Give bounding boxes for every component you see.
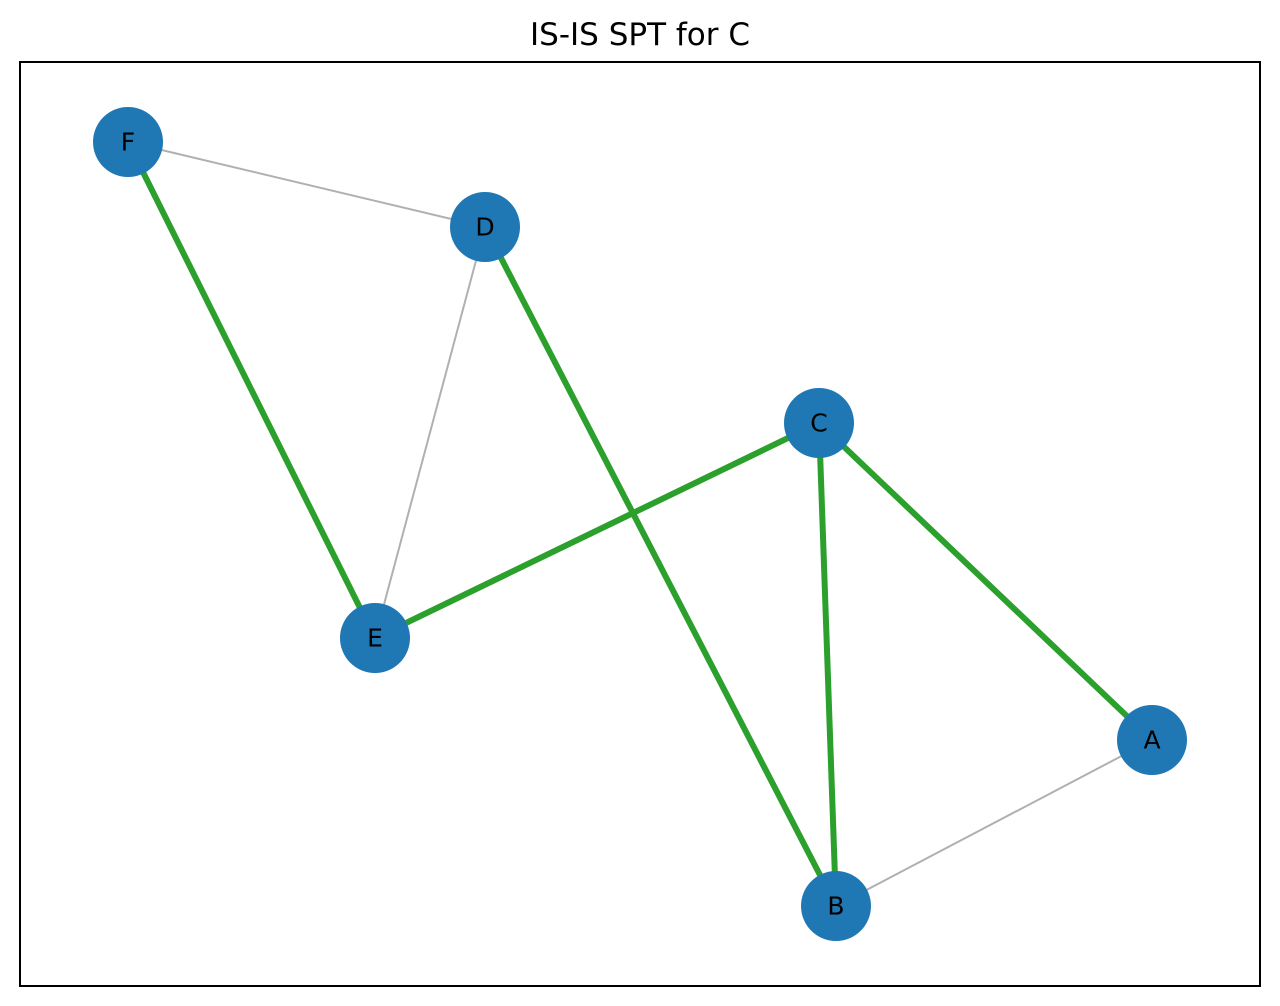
node-F: F	[93, 107, 163, 177]
node-D: D	[450, 192, 520, 262]
node-circle-B	[801, 871, 871, 941]
edge-A-B	[835, 739, 1153, 907]
node-label-E: E	[367, 624, 383, 653]
node-label-F: F	[121, 128, 135, 157]
spt-edge-C-E	[372, 420, 822, 641]
edge-F-D	[127, 141, 486, 228]
node-C: C	[784, 388, 854, 458]
edge-D-E	[374, 226, 486, 639]
node-circle-D	[450, 192, 520, 262]
node-circle-C	[784, 388, 854, 458]
node-circle-A	[1117, 705, 1187, 775]
node-A: A	[1117, 705, 1187, 775]
spt-edge-D-B	[482, 224, 839, 909]
spt-edge-C-A	[816, 420, 1155, 743]
spt-edge-F-E	[125, 139, 378, 641]
spt-edge-C-B	[816, 420, 839, 909]
node-circle-F	[93, 107, 163, 177]
node-B: B	[801, 871, 871, 941]
node-label-A: A	[1143, 726, 1160, 755]
node-E: E	[340, 603, 410, 673]
node-label-C: C	[810, 409, 827, 438]
node-label-B: B	[827, 892, 844, 921]
node-layer: F D C E A B	[93, 107, 1187, 941]
plot-frame	[19, 61, 1261, 987]
node-circle-E	[340, 603, 410, 673]
node-label-D: D	[475, 213, 494, 242]
edge-layer	[125, 139, 1155, 909]
graph-title: IS-IS SPT for C	[530, 17, 750, 53]
